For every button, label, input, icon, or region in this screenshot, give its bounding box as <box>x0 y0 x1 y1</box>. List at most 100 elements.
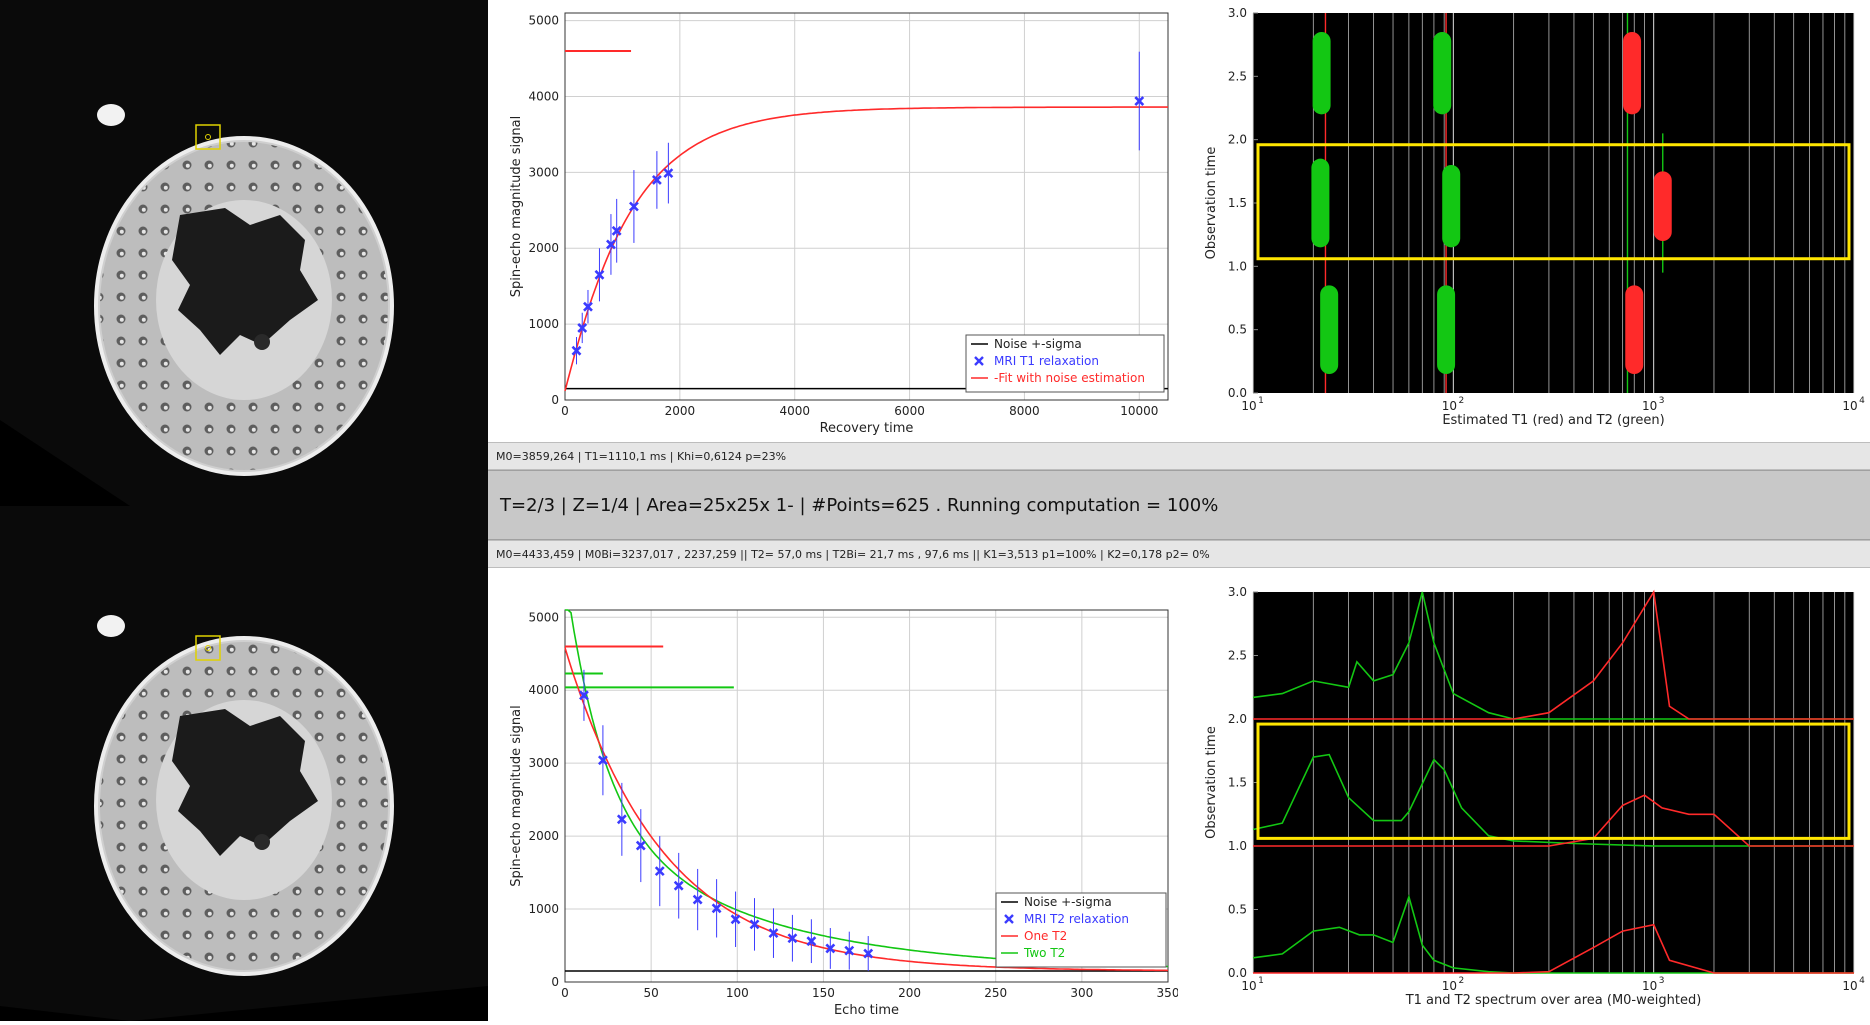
y-tick-label: 2.0 <box>1228 133 1247 147</box>
x-axis-label: T1 and T2 spectrum over area (M0-weighte… <box>1405 993 1702 1008</box>
t1-fit-text: M0=3859,264 | T1=1110,1 ms | Khi=0,6124 … <box>496 449 787 463</box>
data-point <box>825 943 836 954</box>
data-point <box>730 914 741 925</box>
y-tick-label: 2.5 <box>1228 69 1247 83</box>
spectrum-line <box>1253 923 1854 974</box>
spectrum-line <box>1253 794 1854 847</box>
data-point <box>768 928 779 939</box>
data-point <box>635 840 646 851</box>
y-tick-label: 1.5 <box>1228 776 1247 790</box>
estimate-bar <box>1625 285 1644 374</box>
t1-t2-spectrum-chart[interactable]: 0.0 0.5 1.0 1.5 2.0 2.5 3.0 10 1 10 2 10 3 10 4 T1 and … <box>1178 568 1870 1021</box>
y-tick-label: 0.0 <box>1228 966 1247 980</box>
data-point <box>1134 96 1145 106</box>
y-tick-label: 5000 <box>528 14 559 28</box>
x-tick-label: 0 <box>561 986 569 1000</box>
x-axis-label: Recovery time <box>820 421 914 436</box>
x-tick-label: 10 <box>1442 399 1457 413</box>
data-point <box>711 903 722 914</box>
y-axis-label: Spin-echo magnitude signal <box>509 705 524 886</box>
data-point <box>628 201 639 212</box>
legend-label: MRI T1 relaxation <box>994 354 1099 368</box>
x-tick-label: 0 <box>561 404 569 418</box>
plot-area <box>1253 13 1854 393</box>
y-tick-label: 0.5 <box>1228 903 1247 917</box>
t2-relaxation-chart[interactable]: 0 50 100 150 200 250 300 350 0 1000 2000 3000 4000 50… <box>488 568 1179 1021</box>
data-point <box>673 880 684 891</box>
data-point <box>663 168 674 179</box>
estimate-bar <box>1320 285 1339 374</box>
data-point <box>787 933 798 944</box>
mri-image-bottom[interactable] <box>0 506 488 1021</box>
x-tick-label: 100 <box>726 986 749 1000</box>
estimate-bar <box>1623 32 1642 115</box>
x-tick-exponent: 3 <box>1659 396 1665 406</box>
y-tick-label: 4000 <box>528 683 559 697</box>
legend-box <box>995 892 1167 968</box>
x-tick-label: 2000 <box>665 404 696 418</box>
legend-label: MRI T2 relaxation <box>1024 912 1129 926</box>
data-point <box>583 301 593 312</box>
y-axis-label: Observation time <box>1204 147 1219 260</box>
main-status-text: T=2/3 | Z=1/4 | Area=25x25x 1- | #Points… <box>500 494 1219 516</box>
y-tick-label: 1.5 <box>1228 196 1247 210</box>
x-tick-label: 250 <box>984 986 1007 1000</box>
data-point <box>749 919 760 930</box>
x-tick-label: 10 <box>1241 979 1256 993</box>
x-axis-label: Echo time <box>834 1003 899 1018</box>
y-tick-label: 3000 <box>528 165 559 179</box>
legend-label: Two T2 <box>1023 946 1065 960</box>
data-point <box>806 936 817 947</box>
mri-slice-top <box>0 0 488 506</box>
y-tick-label: 1.0 <box>1228 839 1247 853</box>
x-tick-exponent: 4 <box>1859 396 1865 406</box>
estimate-bar <box>1312 32 1331 115</box>
x-tick-exponent: 3 <box>1659 976 1665 986</box>
data-point <box>571 345 582 356</box>
x-tick-label: 4000 <box>779 404 810 418</box>
estimate-bar <box>1433 32 1452 115</box>
y-tick-label: 2.0 <box>1228 712 1247 726</box>
x-tick-label: 10 <box>1642 979 1657 993</box>
y-tick-label: 0.5 <box>1228 323 1247 337</box>
t1-relaxation-chart[interactable]: 0 2000 4000 6000 8000 10000 0 1000 2000 3000 4000 5… <box>488 0 1178 442</box>
x-tick-label: 10 <box>1241 399 1256 413</box>
data-point <box>654 866 665 877</box>
x-tick-exponent: 1 <box>1258 976 1264 986</box>
x-axis-label: Estimated T1 (red) and T2 (green) <box>1442 413 1664 428</box>
x-tick-exponent: 2 <box>1458 396 1464 406</box>
data-point <box>651 175 662 185</box>
estimate-bar <box>1311 158 1330 248</box>
legend-marker <box>1004 914 1014 924</box>
estimated-t1-t2-chart[interactable]: 0.0 0.5 1.0 1.5 2.0 2.5 3.0 10 1 10 2 10 3 10 4 Estimat… <box>1178 0 1870 442</box>
y-tick-label: 0 <box>551 975 559 989</box>
spectrum-line <box>1253 589 1854 720</box>
data-point <box>579 690 589 701</box>
y-axis-label: Observation time <box>1204 726 1219 839</box>
legend-label: One T2 <box>1024 929 1067 943</box>
x-tick-label: 350 <box>1157 986 1178 1000</box>
legend-box <box>965 334 1165 393</box>
spectrum-line <box>1252 753 1854 847</box>
data-point <box>692 894 703 905</box>
mri-slice-bottom <box>0 506 488 1021</box>
y-tick-label: 3.0 <box>1228 585 1247 599</box>
x-tick-label: 6000 <box>894 404 925 418</box>
legend-label: Noise +-sigma <box>1024 895 1112 909</box>
x-tick-label: 50 <box>644 986 659 1000</box>
legend-label: -Fit with noise estimation <box>994 371 1145 385</box>
y-tick-label: 4000 <box>528 89 559 103</box>
mri-image-top[interactable] <box>0 0 488 506</box>
data-point <box>844 945 855 956</box>
plot-frame <box>564 12 1169 401</box>
data-point <box>606 239 616 250</box>
x-tick-label: 10000 <box>1120 404 1158 418</box>
highlight-box <box>1256 722 1851 840</box>
x-tick-label: 150 <box>812 986 835 1000</box>
y-tick-label: 5000 <box>528 610 559 624</box>
y-tick-label: 2.5 <box>1228 649 1247 663</box>
estimate-bar <box>1437 285 1456 374</box>
y-tick-label: 0.0 <box>1228 386 1247 400</box>
estimate-bar <box>1442 165 1461 248</box>
data-point <box>577 322 588 333</box>
